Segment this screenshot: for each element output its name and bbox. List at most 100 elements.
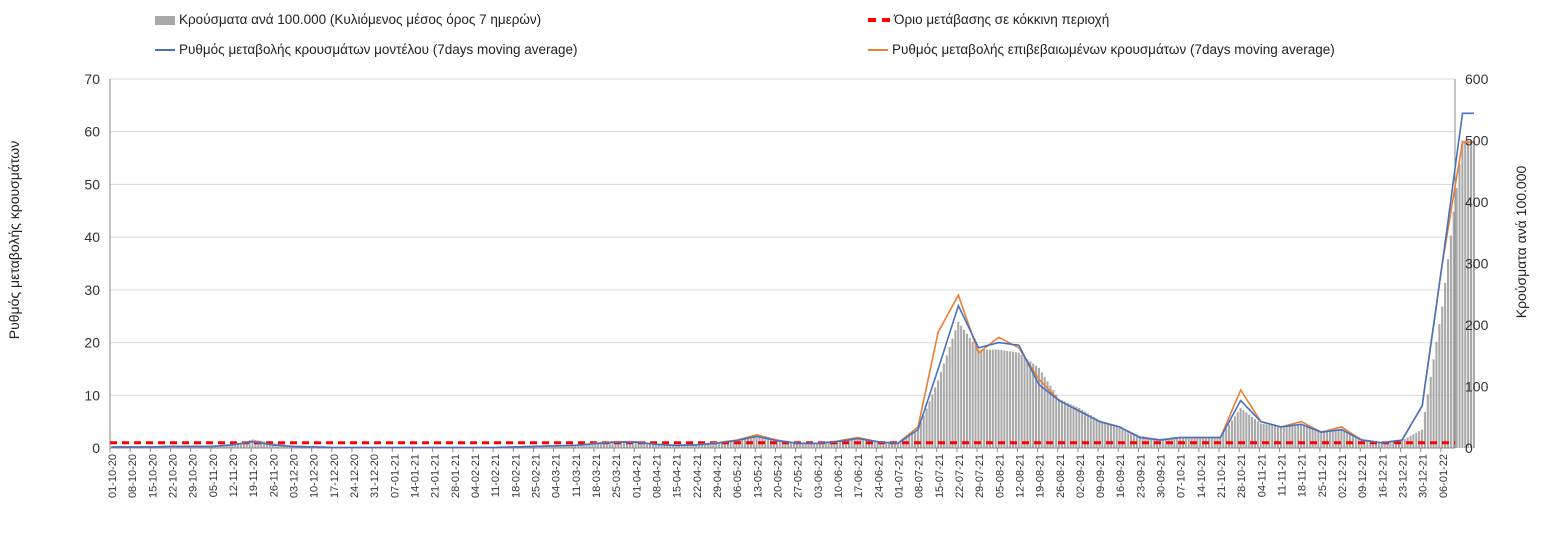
bar	[582, 445, 585, 448]
bar	[1052, 390, 1055, 448]
bar	[1467, 140, 1470, 448]
bar	[974, 345, 977, 448]
bar	[764, 436, 767, 448]
bar	[1242, 410, 1245, 448]
bar	[251, 439, 254, 448]
bar	[1320, 430, 1323, 448]
bar	[813, 443, 816, 448]
bar	[1472, 140, 1475, 448]
bar	[1395, 440, 1398, 448]
bar	[954, 330, 957, 448]
bar	[245, 441, 248, 448]
bar	[712, 443, 715, 448]
bar	[614, 441, 617, 448]
x-tick-label: 21-10-21	[1216, 454, 1228, 498]
bar	[628, 441, 631, 448]
bar	[735, 440, 738, 448]
bar	[1461, 140, 1464, 448]
bar	[732, 441, 735, 448]
bar	[576, 445, 580, 448]
bar	[683, 445, 686, 448]
y-tick-label-left: 50	[84, 176, 100, 192]
bar	[706, 444, 709, 448]
bar	[1317, 429, 1320, 448]
y-tick-label-left: 40	[84, 229, 100, 245]
bar	[787, 441, 790, 448]
bar	[1302, 425, 1305, 448]
bar	[1305, 426, 1308, 448]
bar	[841, 441, 845, 448]
y-axis-right-label: Κρούσματα ανά 100.000	[1513, 165, 1529, 319]
bar	[672, 445, 675, 448]
bar	[1400, 440, 1403, 448]
legend-item-confirmed: Ρυθμός μεταβολής επιβεβαιωμένων κρουσμάτ…	[868, 42, 1335, 57]
bar	[1288, 425, 1291, 448]
bar-swatch-icon	[155, 15, 175, 25]
bar	[1233, 416, 1236, 448]
bar	[937, 380, 940, 448]
x-tick-label: 18-11-21	[1297, 454, 1309, 497]
bar	[1101, 421, 1104, 448]
x-tick-label: 14-10-21	[1196, 454, 1208, 498]
bar	[623, 441, 626, 448]
bar	[242, 442, 245, 448]
bar	[1115, 425, 1118, 448]
bar	[1222, 432, 1225, 448]
bar	[1372, 440, 1375, 448]
x-tick-label: 26-08-21	[1055, 454, 1067, 498]
x-tick-label: 03-12-20	[288, 454, 300, 498]
bar	[726, 441, 729, 448]
x-tick-label: 28-01-21	[450, 454, 462, 498]
y-tick-label-left: 60	[84, 124, 100, 140]
bar	[1092, 416, 1095, 448]
bar	[1187, 437, 1190, 448]
y-tick-label-right: 100	[1465, 379, 1489, 395]
y-tick-label-left: 30	[84, 282, 100, 298]
y-tick-label-left: 20	[84, 335, 100, 351]
bar	[1230, 420, 1233, 448]
bar	[721, 442, 724, 448]
bar	[928, 401, 931, 448]
bar	[965, 333, 968, 448]
bar	[1098, 420, 1101, 448]
bar	[1236, 412, 1239, 448]
bar	[911, 433, 914, 448]
x-tick-label: 23-12-21	[1398, 454, 1410, 498]
bar	[1374, 440, 1378, 448]
bar	[692, 445, 695, 448]
bar	[744, 437, 747, 448]
bar	[715, 443, 718, 448]
bar	[839, 441, 842, 448]
bar	[1228, 424, 1231, 448]
bar	[1121, 427, 1124, 448]
bar	[1184, 437, 1187, 448]
bar	[1020, 354, 1023, 448]
bar	[1132, 433, 1136, 448]
bar	[991, 349, 994, 448]
bar	[1311, 428, 1314, 448]
x-tick-label: 16-12-21	[1377, 454, 1389, 498]
bar	[1354, 436, 1357, 448]
legend-item-bars: Κρούσματα ανά 100.000 (Κυλιόμενος μέσος …	[155, 12, 541, 27]
x-tick-label: 18-02-21	[510, 454, 522, 498]
bar	[1210, 437, 1213, 448]
bar	[1449, 235, 1452, 448]
bar	[980, 349, 983, 448]
bar	[1127, 430, 1130, 448]
bar	[208, 446, 211, 448]
bar	[239, 442, 243, 448]
bar	[1455, 187, 1458, 448]
bar	[1389, 441, 1392, 448]
bar	[1006, 350, 1009, 448]
bar	[666, 445, 669, 448]
bar	[1014, 352, 1017, 448]
bar	[741, 438, 744, 448]
x-tick-label: 16-09-21	[1115, 454, 1127, 498]
x-tick-label: 11-03-21	[571, 454, 583, 497]
bar	[1282, 426, 1285, 448]
axes	[109, 79, 1456, 449]
bar	[807, 443, 810, 448]
y-tick-label-right: 500	[1465, 133, 1489, 149]
bar	[1063, 401, 1066, 448]
bar	[1429, 376, 1432, 448]
